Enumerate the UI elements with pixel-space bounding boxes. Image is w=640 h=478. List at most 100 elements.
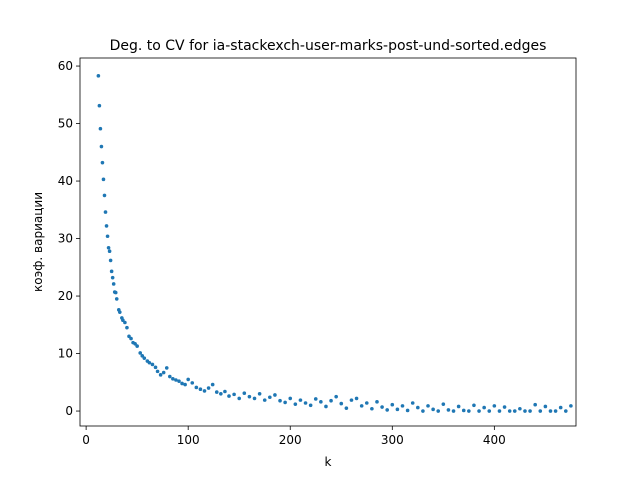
- point: [431, 407, 435, 412]
- point: [487, 409, 492, 413]
- point: [111, 282, 116, 286]
- point: [349, 398, 354, 402]
- point: [359, 404, 364, 408]
- point: [202, 389, 207, 393]
- point: [441, 402, 446, 406]
- point: [446, 408, 451, 412]
- point: [339, 401, 344, 406]
- point: [98, 126, 103, 131]
- y-tick-label: 30: [58, 232, 73, 246]
- point: [121, 318, 125, 323]
- point: [97, 103, 102, 108]
- x-tick-label: 300: [381, 433, 404, 447]
- point: [308, 403, 313, 408]
- point: [553, 409, 558, 413]
- point: [158, 373, 163, 377]
- point: [273, 393, 277, 397]
- point: [354, 396, 359, 401]
- point: [183, 382, 187, 387]
- point: [102, 193, 107, 198]
- point: [426, 404, 430, 408]
- point: [472, 403, 476, 408]
- point: [198, 387, 203, 392]
- point: [436, 409, 441, 413]
- point: [113, 290, 118, 295]
- y-tick-label: 20: [58, 289, 73, 303]
- point: [103, 210, 108, 214]
- point: [168, 374, 172, 379]
- point: [186, 377, 190, 382]
- point: [96, 74, 101, 78]
- point: [528, 409, 532, 413]
- x-tick-label: 0: [82, 433, 90, 447]
- point: [177, 379, 181, 383]
- point: [190, 381, 195, 385]
- point: [262, 398, 267, 402]
- point: [461, 408, 466, 413]
- y-tick-label: 0: [65, 404, 73, 418]
- point: [140, 354, 145, 358]
- point: [155, 369, 160, 374]
- point: [543, 404, 548, 409]
- point: [385, 408, 389, 412]
- point: [105, 234, 110, 239]
- point: [344, 406, 349, 410]
- point: [298, 398, 303, 402]
- point: [242, 391, 247, 396]
- point: [125, 325, 129, 330]
- point: [268, 395, 272, 400]
- point: [497, 409, 502, 413]
- point: [405, 408, 410, 413]
- point: [101, 177, 106, 182]
- point: [288, 396, 293, 401]
- y-axis-label: коэф. вариации: [31, 192, 45, 292]
- point: [477, 409, 481, 413]
- point: [174, 378, 178, 382]
- point: [133, 341, 137, 346]
- x-tick-label: 400: [483, 433, 506, 447]
- point: [214, 390, 219, 394]
- point: [135, 344, 139, 348]
- chart-title: Deg. to CV for ia-stackexch-user-marks-p…: [110, 38, 547, 54]
- point: [512, 409, 517, 413]
- point: [114, 297, 119, 301]
- point: [142, 356, 147, 360]
- point: [334, 394, 338, 399]
- y-tick-label: 50: [58, 117, 73, 131]
- point: [319, 400, 323, 404]
- point: [127, 334, 131, 339]
- point: [283, 400, 287, 405]
- x-tick-label: 100: [177, 433, 200, 447]
- point: [194, 385, 199, 390]
- point: [293, 402, 298, 406]
- point: [400, 404, 405, 408]
- point: [390, 402, 395, 407]
- point: [548, 409, 553, 413]
- x-tick-label: 200: [279, 433, 302, 447]
- point: [569, 404, 573, 408]
- point: [118, 310, 122, 314]
- point: [492, 404, 497, 408]
- point: [563, 409, 568, 413]
- point: [329, 398, 333, 403]
- point: [410, 401, 415, 405]
- point: [421, 409, 425, 413]
- point: [364, 401, 369, 405]
- point: [303, 401, 308, 405]
- x-axis-label: k: [325, 455, 332, 469]
- point: [370, 406, 374, 411]
- point: [416, 405, 420, 410]
- point: [375, 400, 379, 404]
- point: [164, 366, 169, 370]
- point: [108, 258, 113, 263]
- point: [518, 406, 522, 411]
- point: [210, 382, 215, 387]
- point: [451, 409, 456, 413]
- point: [252, 396, 257, 401]
- point: [507, 409, 512, 413]
- point: [106, 245, 111, 250]
- point: [123, 320, 127, 325]
- point: [247, 394, 252, 399]
- point: [324, 404, 328, 409]
